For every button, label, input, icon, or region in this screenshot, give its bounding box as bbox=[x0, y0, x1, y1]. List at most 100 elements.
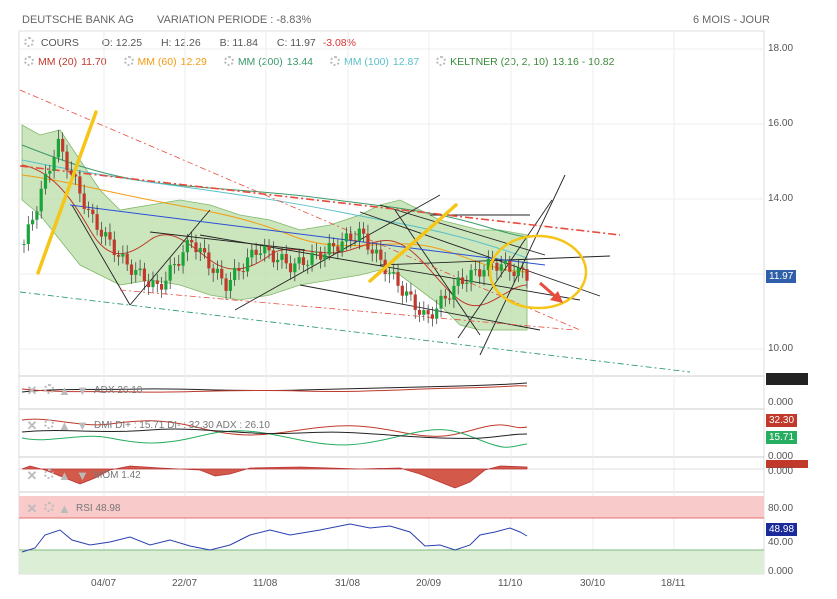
candle-body bbox=[508, 260, 512, 272]
arrow-down-icon[interactable]: ▼ bbox=[76, 383, 89, 398]
gear-icon[interactable] bbox=[436, 56, 447, 66]
date-tick: 11/10 bbox=[498, 578, 523, 589]
period-selector[interactable]: 6 MOIS - JOUR bbox=[693, 14, 771, 26]
candle-body bbox=[340, 241, 344, 252]
candle-body bbox=[344, 233, 349, 242]
mom-legend[interactable]: ✕ ▲ ▼ MOM 1.42 bbox=[26, 469, 141, 482]
gear-icon[interactable] bbox=[24, 56, 34, 66]
candle-body bbox=[405, 291, 409, 296]
date-tick: 31/08 bbox=[335, 578, 361, 589]
candle-body bbox=[78, 176, 82, 194]
candle-body bbox=[22, 244, 26, 245]
cours-label: COURS bbox=[40, 37, 79, 49]
teal-trendline bbox=[19, 291, 691, 373]
candle-body bbox=[314, 251, 318, 253]
rsi-current-tag: 48.98 bbox=[766, 523, 798, 536]
candle-body bbox=[61, 138, 65, 152]
rsi-tick: 0.000 bbox=[768, 566, 794, 577]
arrow-up-icon[interactable]: ▲ bbox=[58, 468, 71, 483]
gear-icon[interactable] bbox=[223, 56, 234, 66]
candle-body bbox=[392, 272, 396, 274]
rsi-legend[interactable]: ✕ ▲ RSI 48.98 bbox=[26, 502, 120, 515]
gear-icon[interactable] bbox=[123, 56, 134, 66]
price-tick: 16.00 bbox=[768, 118, 794, 129]
arrow-up-icon[interactable]: ▲ bbox=[58, 418, 71, 433]
candle-body bbox=[215, 268, 220, 273]
candle-body bbox=[417, 309, 422, 315]
candle-body bbox=[323, 254, 327, 260]
candle-body bbox=[349, 233, 353, 241]
candle-body bbox=[374, 249, 379, 254]
candle-body bbox=[224, 278, 228, 291]
keltner-band bbox=[21, 124, 528, 331]
dmi-zero-tick: 0.000 bbox=[768, 451, 794, 462]
candle-body bbox=[413, 294, 417, 310]
candle-body bbox=[443, 295, 447, 299]
dmi-legend[interactable]: ✕ ▲ ▼ DMI DI+ : 15.71 DI- : 32.30 ADX : 26.… bbox=[26, 419, 270, 432]
gear-icon[interactable] bbox=[24, 37, 34, 47]
arrow-down-icon[interactable]: ▼ bbox=[76, 418, 89, 433]
candle-body bbox=[30, 219, 35, 225]
candle-body bbox=[422, 310, 426, 315]
rsi-tick: 80.00 bbox=[768, 503, 794, 514]
close-icon[interactable]: ✕ bbox=[26, 383, 38, 398]
arrow-down-icon[interactable]: ▼ bbox=[76, 468, 89, 483]
mom-zero-tick: 0.000 bbox=[768, 466, 794, 477]
high-value: H: 12.26 bbox=[160, 37, 201, 49]
candle-body bbox=[73, 174, 78, 177]
current-price-tag: 11.97 bbox=[766, 270, 797, 283]
candle-body bbox=[142, 268, 146, 282]
close-icon[interactable]: ✕ bbox=[26, 468, 38, 483]
gear-icon[interactable] bbox=[44, 469, 54, 479]
candle-body bbox=[448, 298, 452, 300]
candle-body bbox=[263, 245, 267, 254]
candle-body bbox=[336, 246, 340, 252]
candle-body bbox=[91, 209, 95, 215]
date-tick: 20/09 bbox=[416, 578, 442, 589]
gear-icon[interactable] bbox=[44, 502, 54, 512]
candle-body bbox=[207, 252, 211, 269]
low-value: B: 11.84 bbox=[219, 37, 258, 49]
adx-value-tag bbox=[766, 373, 808, 385]
candle-body bbox=[267, 245, 271, 251]
candle-body bbox=[228, 280, 232, 291]
mm200-line bbox=[21, 144, 528, 238]
candle-body bbox=[237, 267, 241, 272]
legend-indicators: MM (20) 11.70 MM (60) 12.29 MM (200) 13.44 … bbox=[24, 56, 618, 68]
mom-panel bbox=[19, 465, 764, 489]
candle-body bbox=[400, 285, 404, 296]
candle-body bbox=[198, 248, 202, 253]
candle-body bbox=[284, 254, 288, 264]
candle-body bbox=[495, 262, 499, 271]
candle-body bbox=[288, 263, 293, 273]
candle-body bbox=[521, 267, 525, 270]
candle-body bbox=[271, 250, 275, 263]
candle-body bbox=[151, 280, 155, 288]
candle-body bbox=[439, 295, 443, 309]
candle-body bbox=[121, 253, 125, 257]
date-tick: 30/10 bbox=[580, 578, 606, 589]
candle-body bbox=[430, 314, 435, 319]
candle-body bbox=[95, 214, 99, 230]
arrow-up-icon[interactable]: ▲ bbox=[58, 383, 71, 398]
close-icon[interactable]: ✕ bbox=[26, 501, 38, 516]
gear-icon[interactable] bbox=[44, 419, 54, 429]
rsi-tick: 40.00 bbox=[768, 537, 794, 548]
legend-cours[interactable]: COURS O: 12.25 H: 12.26 B: 11.84 C: 11.9… bbox=[24, 37, 360, 49]
mm60-label: MM (60) bbox=[137, 56, 177, 68]
candle-body bbox=[172, 263, 177, 266]
candle-body bbox=[202, 248, 207, 253]
adx-legend[interactable]: ✕ ▲ ▼ ADX 26.10 bbox=[26, 384, 142, 397]
price-tick: 10.00 bbox=[768, 343, 794, 354]
candle-body bbox=[387, 273, 392, 275]
candle-body bbox=[297, 257, 301, 264]
candle-body bbox=[319, 251, 323, 260]
candle-body bbox=[353, 240, 357, 242]
close-icon[interactable]: ✕ bbox=[26, 418, 38, 433]
candle-body bbox=[482, 270, 486, 277]
candle-body bbox=[164, 280, 168, 290]
arrow-up-icon[interactable]: ▲ bbox=[58, 501, 71, 516]
gear-icon[interactable] bbox=[329, 56, 340, 66]
mm20-label: MM (20) bbox=[38, 56, 78, 68]
gear-icon[interactable] bbox=[44, 384, 54, 394]
